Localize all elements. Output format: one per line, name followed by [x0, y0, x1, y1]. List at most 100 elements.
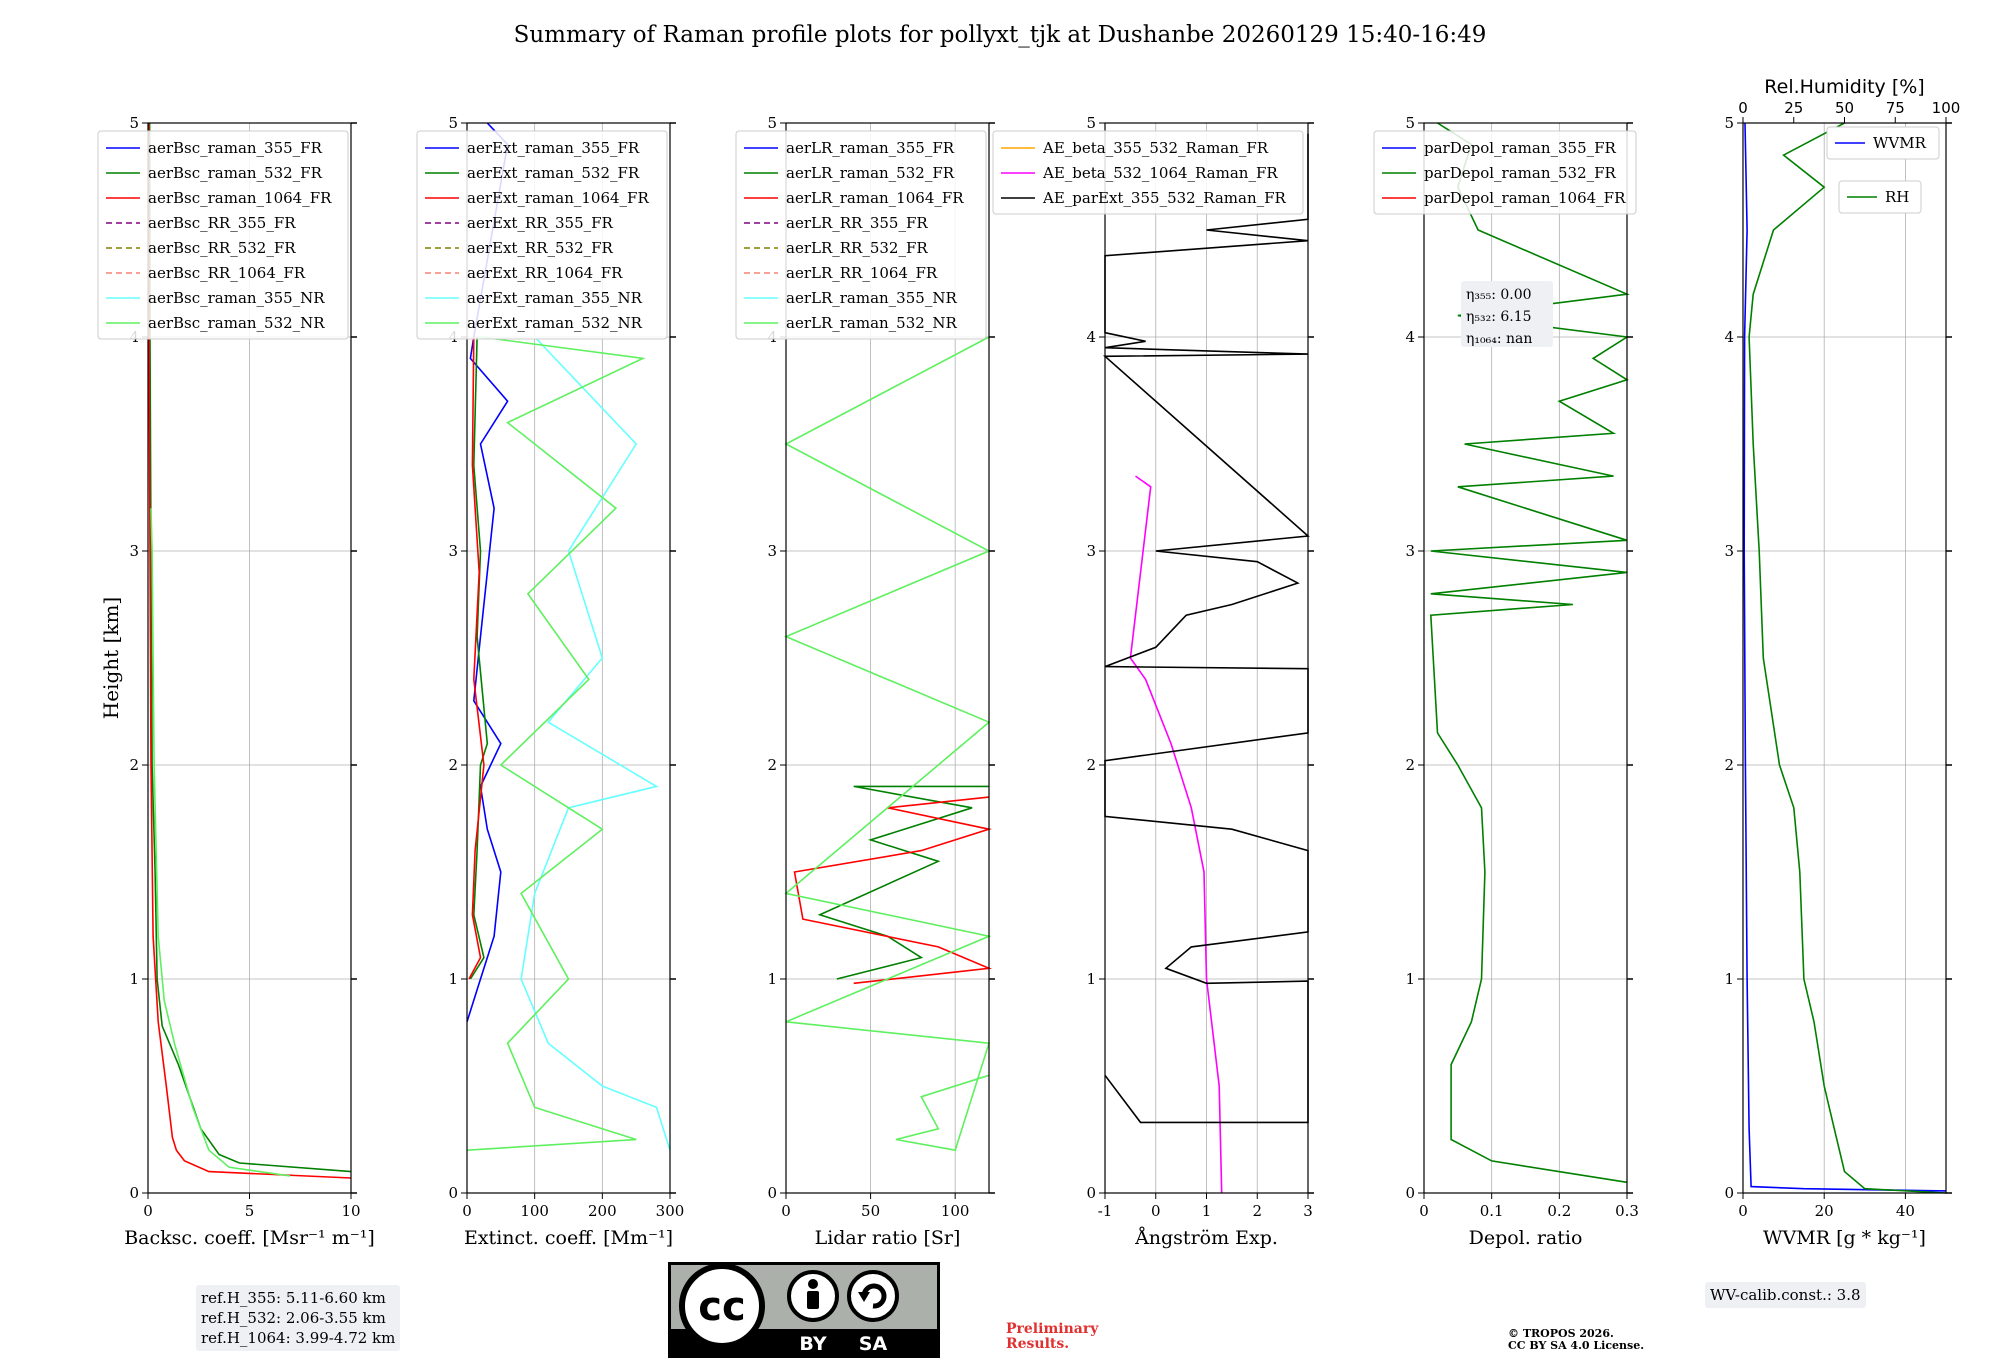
x-tick-label: 10 — [341, 1202, 360, 1220]
legend-label: aerLR_raman_355_NR — [786, 289, 957, 307]
cc-text: cc — [698, 1284, 745, 1330]
y-tick-label: 4 — [1724, 328, 1734, 346]
y-tick-label: 1 — [1724, 970, 1734, 988]
series-AE_beta_532_1064_Raman_FR — [1129, 475, 1223, 1194]
y-axis-label: Height [km] — [99, 597, 123, 719]
legend-label: aerBsc_raman_355_NR — [148, 289, 325, 307]
legend-label: aerLR_RR_1064_FR — [786, 264, 938, 282]
y-tick-label: 0 — [448, 1184, 458, 1202]
legend-WVMR: WVMR — [1826, 126, 1940, 160]
legend-ae: AE_beta_355_532_Raman_FR AE_beta_532_1064… — [992, 130, 1304, 215]
y-tick-label: 5 — [1724, 114, 1734, 132]
x-tick-label: 300 — [656, 1202, 685, 1220]
y-tick-label: 3 — [1405, 542, 1415, 560]
legend-label: aerExt_raman_532_FR — [467, 164, 640, 182]
ref-height-532: ref.H_532: 2.06-3.55 km — [201, 1309, 386, 1327]
legend-label: parDepol_raman_355_FR — [1424, 139, 1617, 157]
top-tick-label: 50 — [1835, 99, 1854, 117]
axes-frame — [1742, 122, 1947, 1194]
ref-height-1064: ref.H_1064: 3.99-4.72 km — [201, 1329, 396, 1347]
legend-label: aerLR_RR_532_FR — [786, 239, 928, 257]
legend-label: AE_parExt_355_532_Raman_FR — [1042, 189, 1287, 207]
axes-frame — [785, 122, 990, 1194]
y-tick-label: 0 — [129, 1184, 139, 1202]
y-tick-label: 2 — [448, 756, 458, 774]
legend-label: aerLR_RR_355_FR — [786, 214, 928, 232]
legend-label: AE_beta_532_1064_Raman_FR — [1042, 164, 1278, 182]
y-tick-label: 2 — [129, 756, 139, 774]
panel-bsc: 0510012345Backsc. coeff. [Msr⁻¹ m⁻¹]aerB… — [97, 114, 375, 1249]
copyright-line-2: CC BY SA 4.0 License. — [1508, 1339, 1645, 1352]
y-tick-label: 5 — [448, 114, 458, 132]
y-tick-label: 2 — [1086, 756, 1096, 774]
y-tick-label: 3 — [1724, 542, 1734, 560]
top-tick-label: 75 — [1886, 99, 1905, 117]
wv-calibration-constant: WV-calib.const.: 3.8 — [1710, 1286, 1861, 1304]
svg-text:η₁₀₆₄: nan: η₁₀₆₄: nan — [1466, 331, 1532, 347]
legend-label: aerBsc_raman_355_FR — [148, 139, 323, 157]
legend-label: aerLR_raman_532_FR — [786, 164, 955, 182]
legend-label: aerExt_RR_1064_FR — [467, 264, 623, 282]
svg-text:η₃₅₅: 0.00: η₃₅₅: 0.00 — [1466, 287, 1532, 303]
legend-bsc: aerBsc_raman_355_FR aerBsc_raman_532_FRae… — [97, 130, 349, 340]
legend-label: aerLR_raman_532_NR — [786, 314, 957, 332]
series-RH — [1748, 122, 1947, 1194]
legend-label: parDepol_raman_532_FR — [1424, 164, 1617, 182]
y-tick-label: 5 — [129, 114, 139, 132]
series-aerExt_raman_532_NR — [466, 336, 646, 1151]
top-tick-label: 0 — [1738, 99, 1748, 117]
svg-text:RH: RH — [1885, 188, 1909, 206]
x-tick-label: 0 — [1419, 1202, 1429, 1220]
legend-label: aerLR_raman_1064_FR — [786, 189, 964, 207]
x-tick-label: 100 — [520, 1202, 549, 1220]
y-tick-label: 0 — [1086, 1184, 1096, 1202]
y-tick-label: 2 — [767, 756, 777, 774]
x-tick-label: 0 — [143, 1202, 153, 1220]
y-tick-label: 1 — [1405, 970, 1415, 988]
reference-heights-box: ref.H_355: 5.11-6.60 km ref.H_532: 2.06-… — [196, 1285, 401, 1351]
series-aerBsc_raman_1064_FR — [147, 122, 352, 1179]
y-tick-label: 0 — [1405, 1184, 1415, 1202]
series-WVMR — [1743, 122, 1947, 1192]
legend-label: aerExt_RR_355_FR — [467, 214, 614, 232]
panel-wv: 0 20 40 0 1 2 3 4 5 WVMR [g * kg⁻¹] 0 25 50 75 100 Rel.… — [1724, 76, 1960, 1249]
y-tick-label: 2 — [1724, 756, 1734, 774]
top-axis-label: Rel.Humidity [%] — [1764, 76, 1924, 98]
y-tick-label: 1 — [129, 970, 139, 988]
top-tick-label: 100 — [1932, 99, 1961, 117]
legend-label: aerLR_raman_355_FR — [786, 139, 955, 157]
legend-label: aerBsc_RR_532_FR — [148, 239, 296, 257]
y-tick-label: 5 — [1086, 114, 1096, 132]
y-tick-label: 4 — [1086, 328, 1096, 346]
x-tick-label: 0.3 — [1615, 1202, 1639, 1220]
panel-ext: 0100200300012345Extinct. coeff. [Mm⁻¹]ae… — [416, 114, 685, 1249]
y-tick-label: 1 — [448, 970, 458, 988]
x-tick-label: 0 — [1738, 1202, 1748, 1220]
legend-ext: aerExt_raman_355_FR aerExt_raman_532_FRae… — [416, 130, 668, 340]
sa-share-icon — [847, 1270, 899, 1322]
y-tick-label: 1 — [767, 970, 777, 988]
top-tick-label: 25 — [1784, 99, 1803, 117]
cc-license-badge[interactable]: cc BY SA — [668, 1262, 940, 1358]
preliminary-line-2: Results. — [1006, 1336, 1070, 1352]
panel-lr: 050100012345Lidar ratio [Sr]aerLR_raman_… — [735, 114, 995, 1249]
series-aerExt_raman_532_FR — [469, 336, 489, 980]
x-axis-label: Depol. ratio — [1469, 1227, 1583, 1249]
preliminary-note: Preliminary Results. — [1006, 1322, 1098, 1352]
copyright-note: © TROPOS 2026. CC BY SA 4.0 License. — [1508, 1328, 1644, 1352]
legend-label: aerBsc_RR_355_FR — [148, 214, 296, 232]
y-tick-label: 5 — [1405, 114, 1415, 132]
series-aerLR_raman_532_NR — [783, 336, 992, 1152]
x-axis-label: Lidar ratio [Sr] — [815, 1227, 961, 1249]
y-tick-label: 0 — [1724, 1184, 1734, 1202]
x-tick-label: 200 — [588, 1202, 617, 1220]
legend-label: aerBsc_raman_532_NR — [148, 314, 325, 332]
series-aerBsc_raman_532_NR — [150, 508, 291, 1177]
axes-frame — [1423, 122, 1628, 1194]
series-AE_parExt_355_532_Raman_FR — [1102, 133, 1310, 1124]
copyright-line-1: © TROPOS 2026. — [1508, 1327, 1614, 1340]
x-tick-label: 40 — [1896, 1202, 1915, 1220]
legend-label: aerBsc_raman_1064_FR — [148, 189, 332, 207]
legend-label: aerExt_raman_355_FR — [467, 139, 640, 157]
